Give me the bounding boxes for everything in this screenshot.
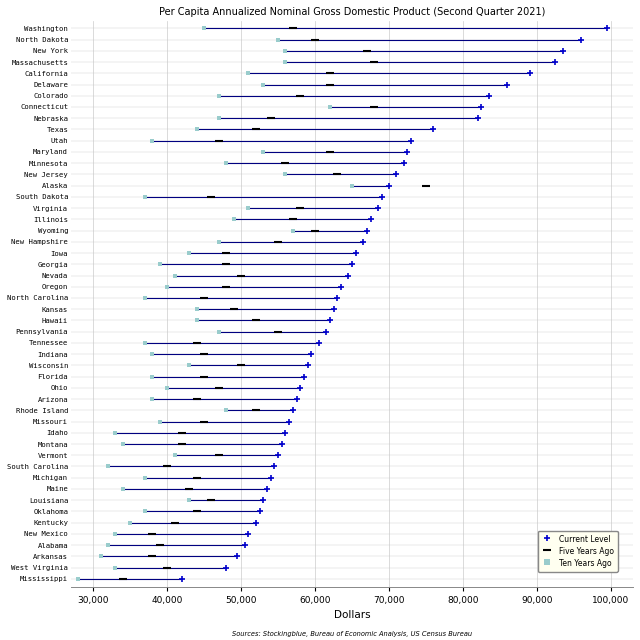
Title: Per Capita Annualized Nominal Gross Domestic Product (Second Quarter 2021): Per Capita Annualized Nominal Gross Dome… — [159, 7, 545, 17]
Text: Sources: Stockingblue, Bureau of Economic Analysis, US Census Bureau: Sources: Stockingblue, Bureau of Economi… — [232, 630, 472, 637]
X-axis label: Dollars: Dollars — [333, 611, 371, 620]
Legend: Current Level, Five Years Ago, Ten Years Ago: Current Level, Five Years Ago, Ten Years… — [538, 531, 618, 572]
